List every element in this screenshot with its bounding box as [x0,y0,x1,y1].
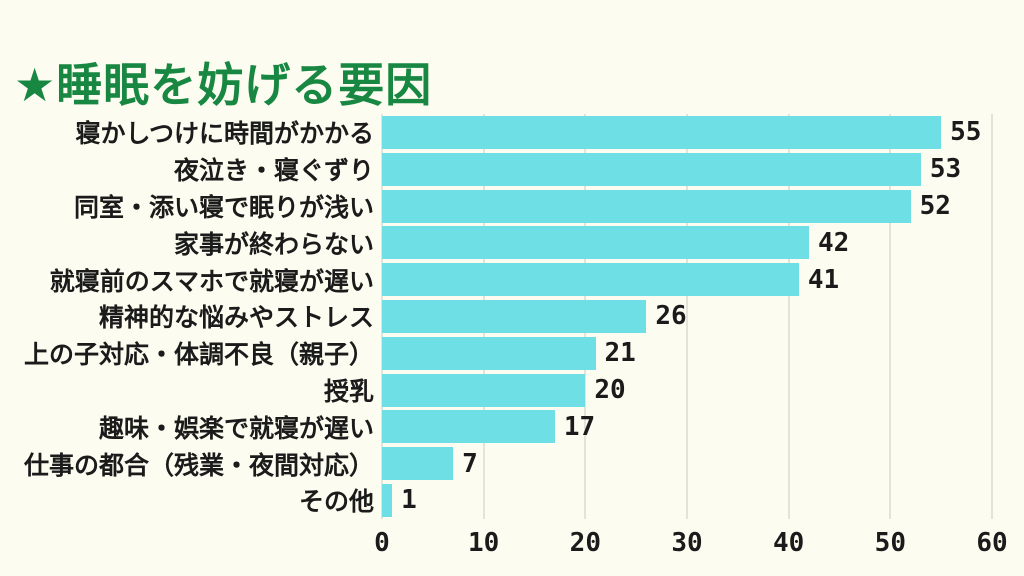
category-label: 趣味・娯楽で就寝が遅い [98,413,374,443]
gridline [787,114,790,519]
bar-value-label: 1 [401,485,417,516]
gridline [991,114,993,519]
bar-value-label: 21 [604,338,636,369]
bar [382,447,454,481]
bar-row: 家事が終わらない 42 [0,224,1024,261]
bar-value-label: 17 [563,411,596,442]
bar-rows: 寝かしつけに時間がかかる 55 夜泣き・寝ぐずり 53 同室・添い寝で眠りが浅い 52 家事… [0,114,1024,519]
bar [382,299,647,333]
bar-row: 精神的な悩みやストレス 26 [0,298,1024,335]
bar-row: その他 1 [0,482,1024,519]
plot-cell: 52 [382,188,992,225]
category-label: 家事が終わらない [173,229,374,259]
plot-cell: 55 [382,114,992,151]
category-label: 夜泣き・寝ぐずり [173,156,374,186]
category-label: 精神的な悩みやストレス [98,303,374,333]
plot-cell: 26 [382,298,992,335]
plot-cell: 20 [382,372,992,409]
bar-row: 夜泣き・寝ぐずり 53 [0,151,1024,188]
x-axis: 0 10 20 30 40 50 60 [374,527,1007,562]
bar [382,336,596,370]
gridline [686,114,688,519]
category-label: その他 [298,487,374,517]
bar-row: 趣味・娯楽で就寝が遅い 17 [0,408,1024,445]
x-tick-label: 20 [569,527,601,558]
bar [382,483,393,517]
bar-value-label: 42 [818,227,850,258]
category-label: 上の子対応・体調不良（親子） [23,340,374,370]
bar-value-label: 55 [950,117,982,148]
bar-row: 寝かしつけに時間がかかる 55 [0,114,1024,151]
gridline [889,114,892,519]
bar-value-label: 7 [462,448,478,479]
category-label: 授乳 [323,376,374,406]
plot-cell: 7 [382,445,992,482]
page-title: ★睡眠を妨げる要因 [14,57,433,112]
plot-cell: 21 [382,335,992,372]
category-label: 寝かしつけに時間がかかる [75,119,374,149]
plot-cell: 41 [382,261,992,298]
bar [382,152,921,186]
category-label: 仕事の都合（残業・夜間対応） [23,450,374,480]
bar-chart: 寝かしつけに時間がかかる 55 夜泣き・寝ぐずり 53 同室・添い寝で眠りが浅い 52 家事… [0,114,1024,562]
bar-value-label: 52 [919,190,951,221]
x-tick-label: 30 [671,527,703,558]
bar-row: 授乳 20 [0,372,1024,409]
x-tick-label: 50 [874,527,906,558]
bar-value-label: 26 [655,301,687,332]
plot-cell: 42 [382,224,992,261]
plot-cell: 53 [382,151,992,188]
bar [382,373,586,407]
x-tick-label: 40 [773,527,805,558]
x-tick-label: 0 [374,527,390,558]
bar-row: 仕事の都合（残業・夜間対応） 7 [0,445,1024,482]
bar-row: 上の子対応・体調不良（親子） 21 [0,335,1024,372]
plot-cell: 1 [382,482,992,519]
bar [382,263,799,297]
x-tick-label: 60 [976,527,1008,558]
bar [382,226,809,260]
bar-row: 同室・添い寝で眠りが浅い 52 [0,188,1024,225]
bar-value-label: 41 [807,264,840,295]
x-tick-label: 10 [468,527,500,558]
bar [382,116,942,149]
bar-value-label: 53 [929,154,962,185]
bar [382,189,911,223]
bar-value-label: 20 [594,374,626,405]
category-label: 同室・添い寝で眠りが浅い [73,192,374,222]
bar [382,410,555,444]
category-label: 就寝前のスマホで就寝が遅い [49,266,374,296]
bar-row: 就寝前のスマホで就寝が遅い 41 [0,261,1024,298]
plot-cell: 17 [382,408,992,445]
